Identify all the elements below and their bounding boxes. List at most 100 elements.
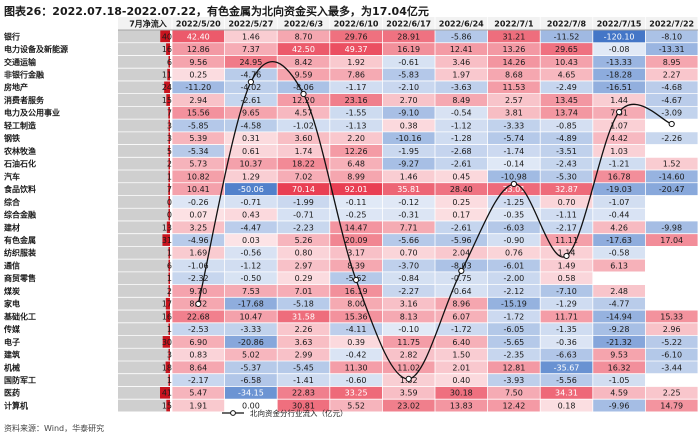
value-label: -1.99 xyxy=(293,198,314,207)
value-label: 10.43 xyxy=(555,58,578,67)
value-label: -14.94 xyxy=(606,312,632,321)
rank-bar xyxy=(166,221,170,234)
value-cell xyxy=(382,399,435,412)
value-label: -5.83 xyxy=(398,70,419,79)
rank-cell xyxy=(118,208,170,221)
value-label: 1.44 xyxy=(610,96,628,105)
row-label: 综合金融 xyxy=(4,210,36,220)
value-label: 24.95 xyxy=(239,58,262,67)
value-label: 28.40 xyxy=(450,185,473,194)
value-label: 42.50 xyxy=(292,45,315,54)
value-label: -14.60 xyxy=(659,172,685,181)
value-label: -5.37 xyxy=(241,363,262,372)
header-date: 2022/5/20 xyxy=(176,20,221,29)
value-label: 5.52 xyxy=(347,401,365,410)
value-label: 32.87 xyxy=(555,185,578,194)
value-cell xyxy=(382,106,435,120)
value-cell xyxy=(172,170,225,183)
value-cell xyxy=(592,259,646,272)
row-label: 汽车 xyxy=(4,171,20,181)
value-label: -6.01 xyxy=(504,261,525,270)
value-cell xyxy=(382,131,435,145)
header-date: 2022/7/22 xyxy=(649,20,694,29)
value-cell xyxy=(645,335,698,349)
value-label: 1.69 xyxy=(189,249,207,258)
value-label: 30.18 xyxy=(450,389,473,398)
value-cell xyxy=(435,131,488,145)
value-label: 13.83 xyxy=(450,401,473,410)
rank-bar xyxy=(168,259,170,272)
value-cell xyxy=(540,399,593,412)
value-label: 4.42 xyxy=(610,134,628,143)
value-cell xyxy=(224,360,278,374)
value-label: 0.38 xyxy=(400,121,418,130)
rank-value: 1 xyxy=(167,325,172,334)
value-cell xyxy=(487,195,541,209)
value-cell xyxy=(277,297,330,311)
value-cell xyxy=(382,322,435,336)
value-cell xyxy=(172,144,225,158)
value-cell xyxy=(382,80,435,94)
value-cell xyxy=(435,310,488,323)
value-cell xyxy=(382,55,435,69)
row-label: 食品饮料 xyxy=(4,184,36,194)
rank-value: 5 xyxy=(167,147,172,156)
value-cell xyxy=(224,131,278,145)
value-cell xyxy=(540,386,593,400)
value-label: 8.39 xyxy=(347,261,365,270)
value-cell xyxy=(592,220,646,234)
value-cell xyxy=(540,30,593,43)
value-cell xyxy=(329,144,383,158)
value-cell xyxy=(487,322,541,336)
value-label: -4.58 xyxy=(241,121,262,130)
value-label: 8.70 xyxy=(295,32,313,41)
value-label: 4.57 xyxy=(295,109,313,118)
rank-value: 6 xyxy=(167,58,172,67)
value-label: 3.81 xyxy=(505,109,523,118)
value-label: 3.46 xyxy=(452,58,470,67)
value-cell xyxy=(487,182,541,196)
value-cell xyxy=(277,271,330,285)
value-label: 2.01 xyxy=(452,363,470,372)
value-label: -0.54 xyxy=(451,109,472,118)
row-label: 房地产 xyxy=(4,82,28,92)
value-cell xyxy=(172,373,225,387)
value-label: -2.68 xyxy=(451,147,472,156)
value-cell xyxy=(329,259,383,272)
value-cell xyxy=(277,335,330,349)
value-label: -8.06 xyxy=(293,83,314,92)
value-cell xyxy=(277,93,330,107)
value-cell xyxy=(487,68,541,81)
value-label: -2.10 xyxy=(398,83,419,92)
value-cell xyxy=(592,119,646,132)
value-label: 0.03 xyxy=(242,236,260,245)
rank-bar xyxy=(168,183,170,195)
value-cell xyxy=(435,157,488,171)
value-label: -6.10 xyxy=(661,351,682,360)
value-cell xyxy=(277,208,330,221)
value-cell xyxy=(645,322,698,336)
value-cell xyxy=(645,42,698,56)
value-cell xyxy=(224,30,278,43)
value-label: 1.52 xyxy=(663,160,681,169)
value-label: -3.09 xyxy=(661,109,682,118)
value-cell xyxy=(224,399,278,412)
value-cell xyxy=(172,348,225,361)
value-label: 31.21 xyxy=(502,32,525,41)
value-cell xyxy=(172,246,225,260)
row-label: 消费者服务 xyxy=(4,95,45,105)
value-cell xyxy=(435,42,488,56)
value-cell xyxy=(540,42,593,56)
value-cell xyxy=(382,259,435,272)
row-label: 建筑 xyxy=(3,350,20,360)
value-label: 0.17 xyxy=(452,211,470,220)
value-label: -4.77 xyxy=(609,300,630,309)
rank-bar xyxy=(168,106,170,119)
value-cell xyxy=(224,335,278,349)
value-cell xyxy=(487,284,541,298)
value-label: 20.09 xyxy=(345,236,368,245)
value-cell xyxy=(540,119,593,132)
value-cell xyxy=(435,335,488,349)
row-label: 石油石化 xyxy=(3,159,36,169)
value-cell xyxy=(592,284,646,298)
